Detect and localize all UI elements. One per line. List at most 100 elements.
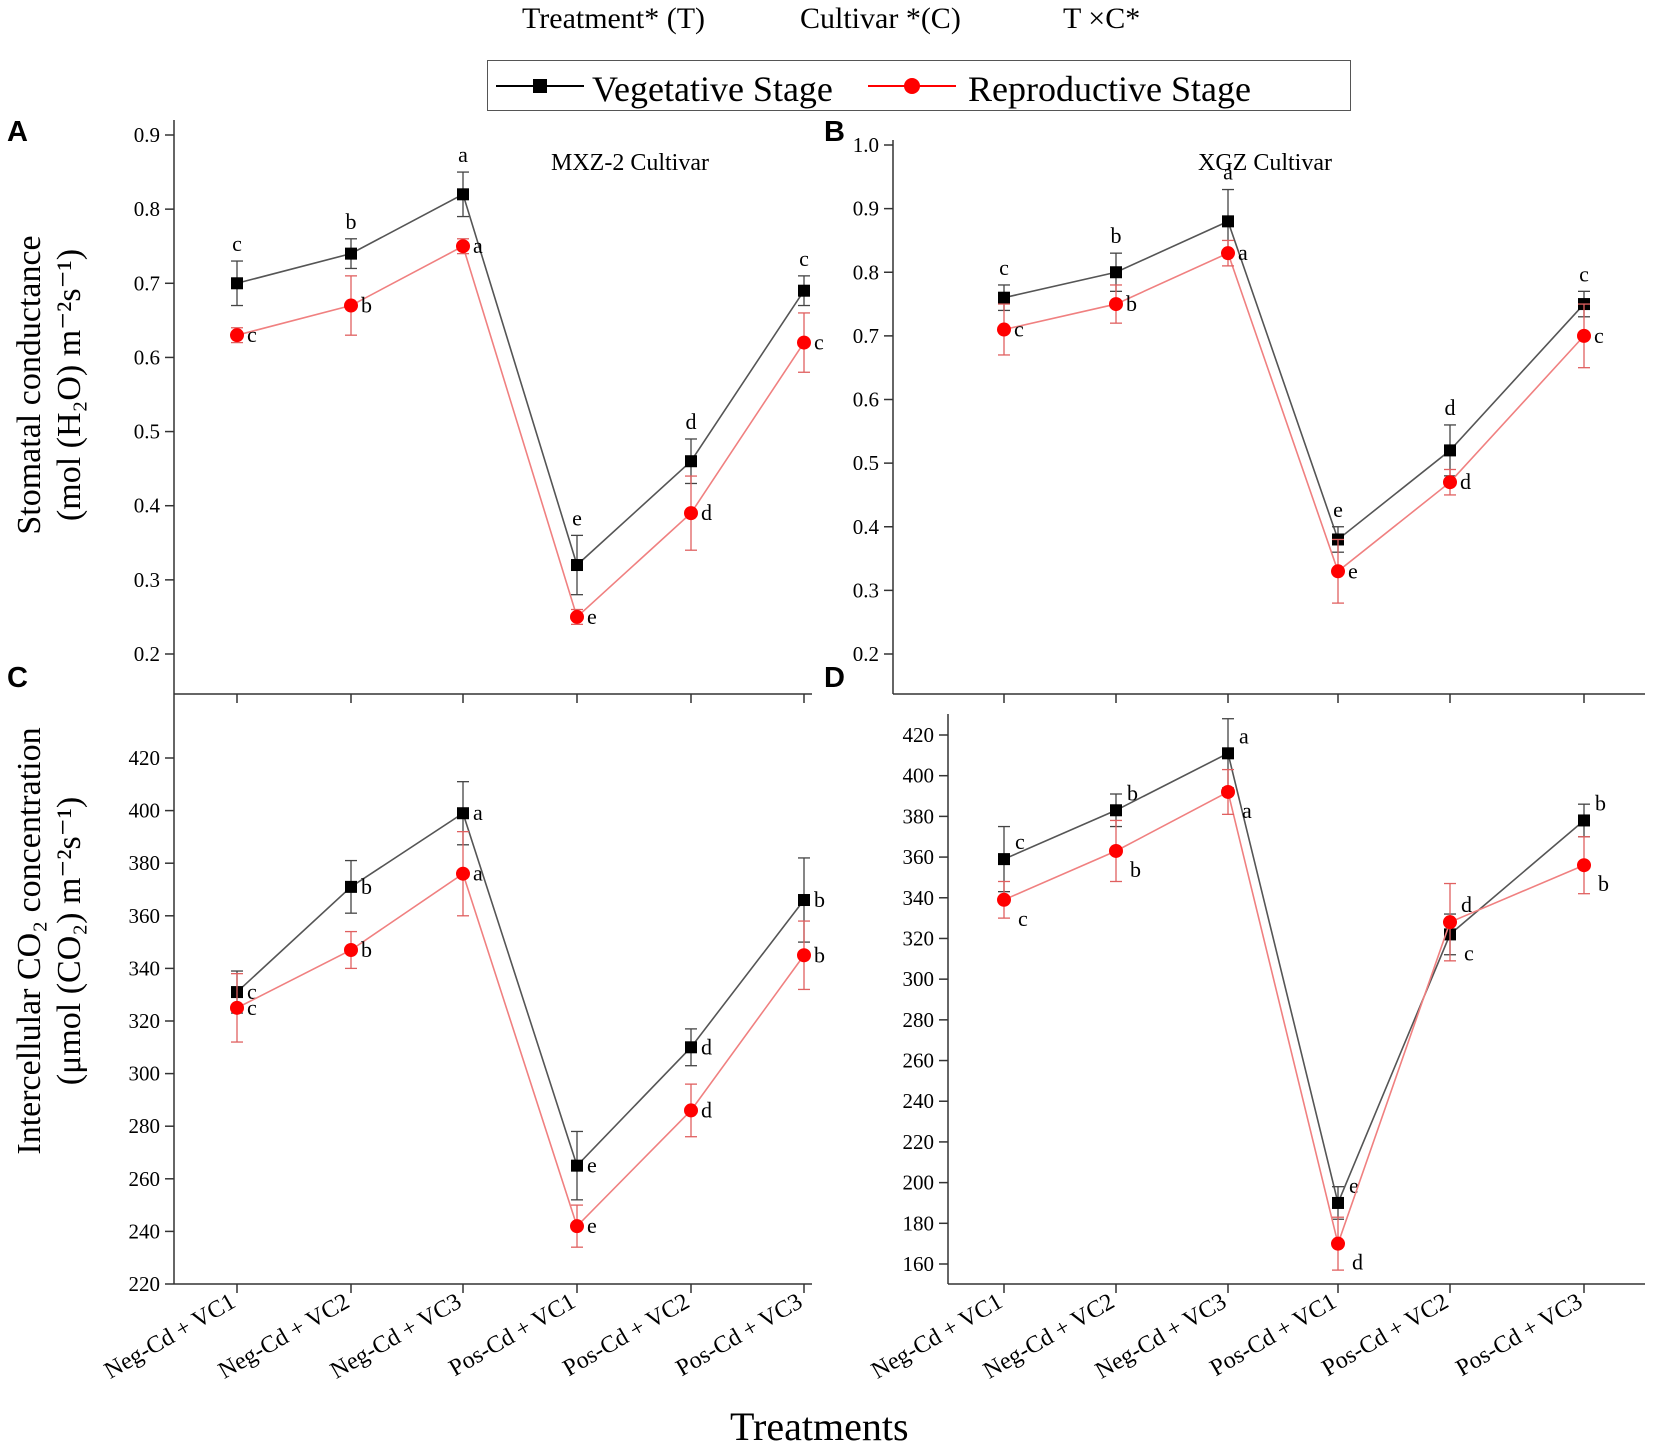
y-tick-label: 160	[903, 1252, 935, 1276]
series-vegetative: c b a e d c	[998, 160, 1590, 553]
significance-letter: d	[701, 1097, 712, 1122]
y-tick-label: 240	[129, 1219, 161, 1243]
significance-letter: a	[473, 233, 483, 258]
significance-letter: b	[1127, 780, 1138, 805]
y-tick-label: 0.3	[853, 578, 879, 602]
significance-letter: b	[1111, 223, 1122, 248]
data-point-circle	[570, 1219, 584, 1234]
significance-letter: c	[1579, 261, 1589, 286]
significance-letter: c	[247, 995, 257, 1020]
y-tick-label: 0.2	[853, 642, 879, 666]
series-line	[1003, 752, 1585, 1206]
data-point-square	[571, 1159, 583, 1172]
significance-letter: b	[361, 874, 372, 899]
significance-letter: b	[814, 942, 825, 967]
y-tick-label: 0.8	[853, 260, 879, 284]
chart-panel-a: 0.2 0.3 0.4 0.5 0.6 0.7 0.8 0.9 MXZ-2 Cultivar c b…	[134, 120, 824, 703]
y-tick-label: 0.7	[134, 271, 160, 295]
data-point-square	[685, 1041, 697, 1054]
data-point-circle	[456, 239, 470, 254]
y-tick-label: 220	[129, 1272, 161, 1296]
y-tick-label: 260	[129, 1167, 161, 1191]
significance-letter: c	[247, 979, 257, 1004]
significance-letter: d	[701, 500, 712, 525]
y-tick-label: 180	[903, 1211, 935, 1235]
y-tick-label: 0.2	[134, 642, 160, 666]
series-line	[1003, 252, 1585, 573]
significance-letter: d	[686, 409, 697, 434]
significance-letter: e	[1333, 497, 1343, 522]
y-tick-label: 300	[129, 1062, 161, 1086]
significance-letter: d	[1445, 395, 1456, 420]
y-tick-label: 240	[903, 1089, 935, 1113]
y-tick-label: 0.5	[853, 451, 879, 475]
significance-letter: c	[814, 330, 824, 355]
significance-letter: c	[1464, 940, 1474, 965]
y-tick-label: 360	[129, 904, 161, 928]
data-point-circle	[1577, 328, 1591, 343]
series-line	[1003, 790, 1585, 1247]
data-point-square	[998, 853, 1010, 866]
data-point-circle	[1109, 297, 1123, 312]
chart-panel-d: 160 180 200 220 240 260 280 300 320 340 360 380 400 4…	[867, 714, 1645, 1384]
stats-header: Treatment* (T) Cultivar *(C) T ×C*	[0, 0, 1654, 50]
series-vegetative: c b a e d c	[231, 142, 810, 596]
data-point-square	[1222, 747, 1234, 760]
y-tick-label: 340	[903, 886, 935, 910]
y-tick-label: 220	[903, 1130, 935, 1154]
y-tick-label: 320	[129, 1009, 161, 1033]
y-tick-label: 0.7	[853, 324, 879, 348]
significance-letter: b	[1595, 790, 1606, 815]
cultivar-significance: Cultivar *(C)	[800, 2, 961, 35]
data-point-square	[571, 559, 583, 572]
data-point-circle	[997, 892, 1011, 907]
series-line	[236, 811, 805, 1168]
significance-letter: a	[473, 800, 483, 825]
y-tick-label: 0.5	[134, 420, 160, 444]
x-tick-label: Pos-Cd + VC3	[672, 1289, 807, 1382]
x-tick-label: Pos-Cd + VC1	[445, 1289, 580, 1382]
data-point-circle	[1577, 858, 1591, 873]
square-marker-icon	[533, 79, 547, 93]
treatment-significance: Treatment* (T)	[522, 2, 706, 35]
significance-letter: e	[572, 505, 582, 530]
series-vegetative: c b a e d b	[231, 781, 825, 1201]
data-point-circle	[797, 948, 811, 963]
y-tick-label: 0.9	[853, 197, 879, 221]
data-point-circle	[797, 335, 811, 350]
y-tick-label: 420	[129, 746, 161, 770]
interaction-significance: T ×C*	[1063, 2, 1141, 35]
significance-letter: b	[1126, 291, 1137, 316]
data-point-square	[1444, 444, 1456, 457]
significance-letter: c	[999, 255, 1009, 280]
significance-letter: d	[1352, 1250, 1363, 1275]
significance-letter: c	[232, 231, 242, 256]
data-point-circle	[456, 866, 470, 881]
data-point-circle	[997, 322, 1011, 337]
y-tick-label: 420	[903, 723, 935, 747]
significance-letter: c	[1594, 323, 1604, 348]
y-tick-label: 1.0	[853, 133, 879, 157]
data-point-circle	[1221, 246, 1235, 261]
y-tick-label: 400	[903, 764, 935, 788]
significance-letter: b	[1598, 871, 1609, 896]
chart-title: MXZ-2 Cultivar	[551, 150, 709, 176]
significance-letter: e	[587, 1213, 597, 1238]
y-tick-label: 200	[903, 1171, 935, 1195]
data-point-circle	[1331, 1236, 1345, 1251]
y-tick-label: 280	[903, 1008, 935, 1032]
circle-marker-icon	[904, 78, 920, 94]
significance-letter: c	[1018, 906, 1028, 931]
significance-letter: e	[1349, 1173, 1359, 1198]
data-point-square	[345, 880, 357, 893]
data-point-square	[685, 455, 697, 468]
chart-title: XGZ Cultivar	[1198, 150, 1332, 176]
data-point-square	[457, 188, 469, 201]
panel-letter-c: C	[7, 662, 28, 694]
series-vegetative: c b a e c b	[998, 718, 1606, 1220]
series-line	[236, 872, 805, 1228]
data-point-circle	[1109, 843, 1123, 858]
panel-letter-a: A	[7, 116, 28, 148]
data-point-circle	[230, 1000, 244, 1015]
